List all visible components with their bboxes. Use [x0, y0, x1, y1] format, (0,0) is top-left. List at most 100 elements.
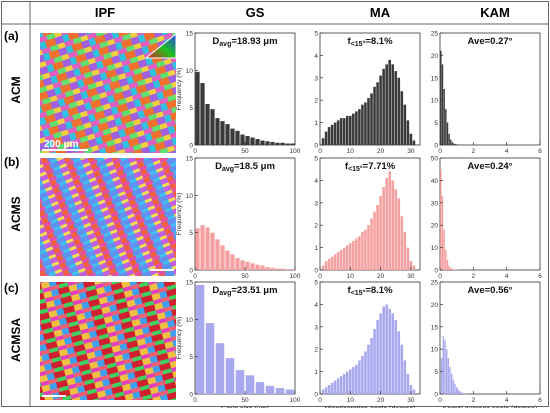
acms-ma-bar: [394, 189, 397, 270]
acms-gs-bar: [210, 233, 214, 270]
acm-gs-xtick-label: 50: [241, 148, 249, 155]
acm-kam-bar: [453, 144, 454, 145]
ipf-map-acmsa: [40, 282, 176, 400]
acms-kam-bar: [440, 169, 441, 270]
acms-ma-bar: [364, 230, 367, 270]
acm-ma-ytick-label: 5: [314, 31, 318, 38]
acmsa-ma-xtick-label: 0: [318, 397, 322, 404]
acm-gs-bar: [255, 139, 259, 145]
acmsa-kam-bar: [444, 340, 445, 394]
acmsa-ma-bar: [352, 367, 355, 394]
acms-kam-bar: [445, 250, 446, 270]
acms-kam-bar: [448, 266, 449, 270]
acms-gs-xtick-label: 100: [290, 273, 301, 280]
acmsa-ma-bar: [349, 369, 352, 394]
acm-ma-bar: [343, 118, 346, 145]
acm-ma-bar: [334, 123, 337, 145]
acms-ma-xtick-label: 20: [377, 273, 385, 280]
acms-ma-bar: [391, 180, 394, 270]
acmsa-gs-ytick-label: 5: [189, 354, 193, 361]
acms-ma-bar: [370, 218, 373, 270]
acms-ma-bar: [379, 196, 382, 270]
acmsa-ma-bar: [394, 320, 397, 394]
acm-ma-bar: [352, 114, 355, 145]
acm-gs-ylabel: Frequency (%): [176, 68, 183, 111]
acmsa-kam-bar: [454, 384, 455, 394]
acm-kam-bar: [442, 64, 443, 145]
acms-ma-ytick-label: 3: [314, 200, 318, 207]
acm-gs-bar: [240, 135, 244, 145]
acm-ma-bar: [325, 132, 328, 145]
acmsa-ma-ytick-label: 2: [314, 347, 318, 354]
acm-ma-bar: [355, 111, 358, 145]
acm-ma-xtick-label: 0: [318, 148, 322, 155]
acmsa-ma-bar: [358, 360, 361, 394]
acmsa-ma-bar: [376, 320, 379, 394]
acm-kam-annotation: Ave=0.27°: [468, 36, 513, 47]
row-name-acm: ACM: [9, 76, 23, 103]
acms-gs-bar: [255, 265, 259, 270]
acms-gs-plot-area: [195, 158, 295, 270]
acmsa-kam-bar: [446, 349, 447, 394]
acms-gs-bar: [220, 245, 224, 270]
acms-gs-bar: [195, 228, 199, 270]
acms-gs-bar: [290, 269, 294, 270]
acmsa-gs-bar: [206, 323, 215, 394]
acm-gs-bar: [260, 141, 264, 145]
acm-ma-bar: [367, 98, 370, 145]
acmsa-ma-bar: [379, 313, 382, 394]
acms-ma-bar: [340, 250, 343, 270]
acms-kam-bar: [443, 230, 444, 270]
acm-gs-bar: [270, 142, 274, 145]
acms-ma-ytick-label: 5: [314, 156, 318, 163]
acmsa-ma-bar: [343, 374, 346, 394]
acms-kam-annotation: Ave=0.24°: [468, 161, 513, 172]
acm-ma-bar: [398, 78, 401, 145]
acms-ma-bar: [331, 257, 334, 270]
acmsa-gs-bar: [216, 343, 225, 394]
acmsa-gs-bar: [286, 390, 295, 394]
acms-ma-bar: [361, 232, 364, 270]
acm-ma-bar: [370, 93, 373, 145]
acms-gs-bar: [205, 227, 209, 270]
acm-kam-bar: [452, 142, 453, 145]
acmsa-ma-bar: [391, 313, 394, 394]
acm-kam-ytick-label: 5: [434, 120, 438, 127]
row-name-acmsa: ACMSA: [9, 318, 23, 362]
acmsa-kam-xtick-label: 0: [438, 397, 442, 404]
acms-kam-ytick-label: 40: [431, 178, 439, 185]
acm-ma-bar: [328, 127, 331, 145]
acm-gs-bar: [195, 72, 199, 145]
row-label-a: (a): [4, 29, 19, 43]
acmsa-kam-bar: [441, 358, 442, 394]
row-label-c: (c): [4, 281, 19, 295]
acmsa-ma-bar: [355, 365, 358, 394]
acm-ma-bar: [382, 69, 385, 145]
acm-kam-ytick-label: 20: [431, 53, 439, 60]
acm-gs-bar: [250, 138, 254, 145]
acms-ma-bar: [358, 236, 361, 270]
acmsa-kam-bar: [443, 336, 444, 394]
acm-gs-xtick-label: 0: [193, 148, 197, 155]
acm-ma-ytick-label: 4: [314, 53, 318, 60]
acms-ma-xtick-label: 0: [318, 273, 322, 280]
acm-kam-bar: [443, 89, 444, 145]
acmsa-kam-bar: [449, 367, 450, 394]
acm-kam-xtick-label: 2: [472, 148, 476, 155]
acm-ma-ytick-label: 1: [314, 120, 318, 127]
header-ipf: IPF: [95, 5, 115, 20]
acmsa-kam-ytick-label: 5: [434, 369, 438, 376]
acms-gs-bar: [235, 258, 239, 270]
acmsa-ma-bar: [388, 309, 391, 394]
acm-ma-ytick-label: 3: [314, 75, 318, 82]
acmsa-ma-bar: [373, 329, 376, 394]
acm-ma-bar: [364, 102, 367, 145]
acmsa-gs-xtick-label: 50: [241, 397, 249, 404]
acms-ma-bar: [404, 232, 407, 270]
acms-ma-bar: [322, 266, 325, 270]
acmsa-ma-xtick-label: 30: [407, 397, 415, 404]
